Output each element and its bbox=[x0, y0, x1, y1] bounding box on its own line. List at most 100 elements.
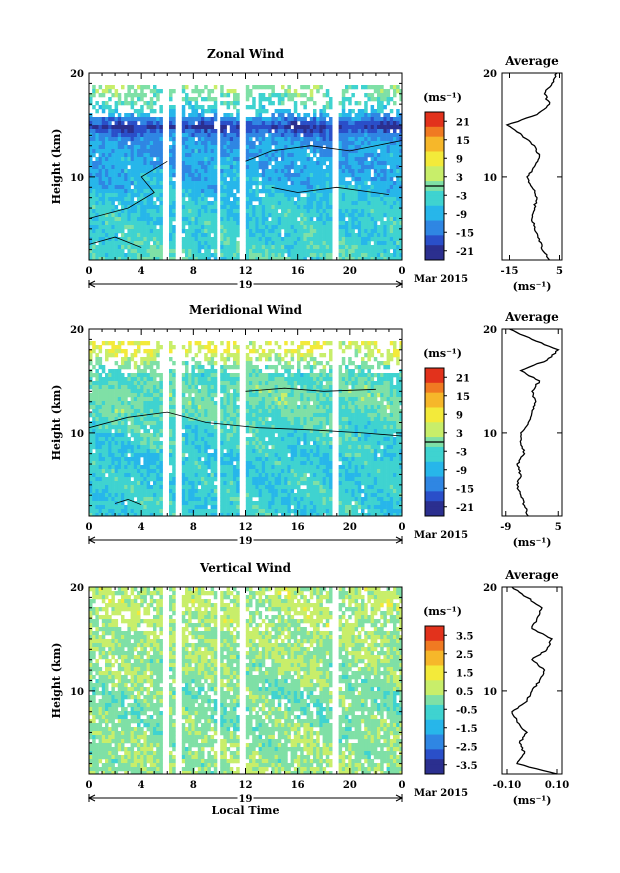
profile-title: Average bbox=[504, 54, 559, 68]
colorbar-tick-label: 15 bbox=[456, 392, 470, 403]
profile-line bbox=[505, 72, 558, 261]
profile-y-tick-label: 20 bbox=[483, 583, 497, 594]
date-label: 19 bbox=[239, 536, 253, 547]
profile-panel: Average 20 10 -15 5 (ms⁻¹) bbox=[483, 54, 563, 293]
x-tick-label: 8 bbox=[190, 522, 197, 533]
colorbar-tick-label: 21 bbox=[456, 117, 470, 128]
colorbar-tick-label: 3.5 bbox=[456, 631, 473, 642]
x-tick-label: 4 bbox=[138, 522, 145, 533]
y-tick-label: 10 bbox=[70, 687, 84, 698]
profile-x-label: (ms⁻¹) bbox=[513, 794, 552, 807]
profile-frame bbox=[501, 72, 563, 261]
y-axis-label: Height (km) bbox=[50, 129, 63, 205]
y-tick-label: 20 bbox=[70, 583, 84, 594]
x-tick-label: 12 bbox=[239, 780, 253, 791]
x-tick-label: 0 bbox=[399, 522, 406, 533]
zero-contour-line bbox=[89, 236, 142, 248]
profile-line bbox=[509, 328, 560, 517]
colorbar-tick-label: -15 bbox=[456, 484, 474, 495]
colorbar-unit: (ms⁻¹) bbox=[423, 347, 462, 360]
heatmap-field bbox=[89, 587, 402, 774]
x-tick-label: 20 bbox=[343, 522, 357, 533]
panel-title: Zonal Wind bbox=[207, 47, 285, 61]
colorbar-tick-label: -3 bbox=[456, 447, 467, 458]
profile-y-tick-label: 10 bbox=[483, 429, 497, 440]
heatmap-field bbox=[89, 341, 402, 516]
colorbar-tick-label: 15 bbox=[456, 136, 470, 147]
x-tick-label: 0 bbox=[399, 266, 406, 277]
panel-title: Vertical Wind bbox=[199, 561, 292, 575]
profile-x-tick-label: -15 bbox=[500, 266, 518, 277]
colorbar-tick-label: -2.5 bbox=[456, 742, 478, 753]
colorbar-tick-label: 9 bbox=[456, 410, 463, 421]
heatmap-field bbox=[89, 85, 402, 260]
zero-contour-line bbox=[89, 160, 168, 219]
profile-x-tick-label: 5 bbox=[556, 266, 563, 277]
x-tick-label: 4 bbox=[138, 780, 145, 791]
colorbar-frame bbox=[424, 625, 445, 775]
colorbar: (ms⁻¹) 3.5 2.5 1.5 0.5 -0.5 -1.5 -2.5 -3.5 bbox=[423, 605, 478, 775]
y-tick-label: 10 bbox=[70, 173, 84, 184]
x-tick-label: 4 bbox=[138, 266, 145, 277]
colorbar-tick-label: 2.5 bbox=[456, 650, 473, 661]
zero-contour-line bbox=[245, 387, 376, 392]
profile-y-tick-label: 10 bbox=[483, 173, 497, 184]
y-axis-label: Height (km) bbox=[50, 643, 63, 719]
x-axis-label: Local Time bbox=[212, 804, 280, 817]
date-arrow bbox=[87, 280, 96, 288]
x-tick-label: 16 bbox=[291, 266, 305, 277]
y-tick-label: 20 bbox=[70, 69, 84, 80]
colorbar-tick-label: -21 bbox=[456, 247, 474, 258]
date-suffix: Mar 2015 bbox=[414, 530, 468, 541]
profile-frame bbox=[501, 328, 563, 517]
profile-panel: Average 20 10 -9 5(ms⁻¹) bbox=[483, 310, 563, 549]
colorbar-tick-label: 1.5 bbox=[456, 668, 473, 679]
zero-contour-line bbox=[245, 140, 402, 162]
zero-contour-line bbox=[89, 411, 402, 437]
profile-y-tick-label: 10 bbox=[483, 687, 497, 698]
date-arrow bbox=[87, 536, 96, 544]
profile-panel: Average 20 10 -0.10 0.10 (ms⁻¹) bbox=[483, 568, 569, 807]
colorbar-tick-label: -0.5 bbox=[456, 705, 478, 716]
profile-x-tick-label: 0.10 bbox=[545, 780, 569, 791]
x-tick-label: 20 bbox=[343, 780, 357, 791]
x-tick-label: 12 bbox=[239, 522, 253, 533]
colorbar-tick-label: 9 bbox=[456, 154, 463, 165]
date-suffix: Mar 2015 bbox=[414, 274, 468, 285]
profile-line bbox=[511, 586, 558, 775]
profile-x-label: (ms⁻¹) bbox=[513, 536, 552, 549]
date-arrow bbox=[87, 794, 96, 802]
colorbar-tick-label: 0.5 bbox=[456, 687, 473, 698]
profile-frame bbox=[501, 586, 563, 775]
x-tick-label: 0 bbox=[86, 266, 93, 277]
colorbar: (ms⁻¹) 21 15 9 3 -3 -9 -15 -21 bbox=[423, 91, 474, 261]
profile-y-tick-label: 20 bbox=[483, 325, 497, 336]
profile-x-tick-label: -0.10 bbox=[493, 780, 522, 791]
date-label: 19 bbox=[239, 794, 253, 805]
date-label: 19 bbox=[239, 280, 253, 291]
x-tick-label: 16 bbox=[291, 522, 305, 533]
profile-title: Average bbox=[504, 568, 559, 582]
profile-x-tick-label: 5 bbox=[555, 522, 562, 533]
date-suffix: Mar 2015 bbox=[414, 788, 468, 799]
x-tick-label: 0 bbox=[399, 780, 406, 791]
colorbar: (ms⁻¹) 21 15 9 3 -3 -9 -15 -21 bbox=[423, 347, 474, 517]
colorbar-tick-label: -3 bbox=[456, 191, 467, 202]
panel-0: Zonal Wind 0 4 8 12 16 20 0 20 10 Height (km) 19 Mar… bbox=[50, 47, 563, 293]
colorbar-tick-label: -15 bbox=[456, 228, 474, 239]
colorbar-unit: (ms⁻¹) bbox=[423, 605, 462, 618]
zero-contour-line bbox=[271, 186, 390, 195]
x-tick-label: 20 bbox=[343, 266, 357, 277]
colorbar-tick-label: 21 bbox=[456, 373, 470, 384]
colorbar-tick-label: -1.5 bbox=[456, 724, 478, 735]
panel-title: Meridional Wind bbox=[189, 303, 303, 317]
colorbar-tick-label: -3.5 bbox=[456, 761, 478, 772]
panel-2: Vertical Wind 0 4 8 12 16 20 0 20 10 Height (km) 19… bbox=[50, 561, 569, 817]
x-tick-label: 12 bbox=[239, 266, 253, 277]
x-tick-label: 0 bbox=[86, 780, 93, 791]
zero-contour-line bbox=[114, 498, 142, 505]
date-arrow bbox=[395, 536, 404, 544]
profile-title: Average bbox=[504, 310, 559, 324]
colorbar-tick-label: 3 bbox=[456, 173, 463, 184]
